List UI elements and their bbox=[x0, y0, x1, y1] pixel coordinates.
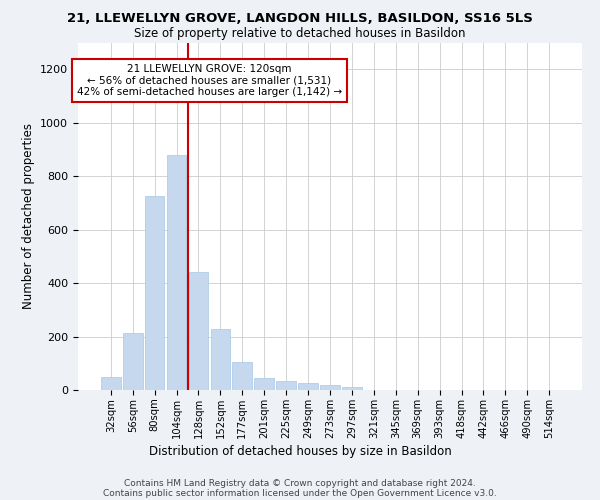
Y-axis label: Number of detached properties: Number of detached properties bbox=[22, 123, 35, 309]
Bar bbox=[123, 332, 143, 390]
Bar bbox=[298, 384, 318, 390]
Text: Contains HM Land Registry data © Crown copyright and database right 2024.: Contains HM Land Registry data © Crown c… bbox=[124, 478, 476, 488]
Bar bbox=[101, 376, 121, 390]
Text: 21, LLEWELLYN GROVE, LANGDON HILLS, BASILDON, SS16 5LS: 21, LLEWELLYN GROVE, LANGDON HILLS, BASI… bbox=[67, 12, 533, 26]
Text: Contains public sector information licensed under the Open Government Licence v3: Contains public sector information licen… bbox=[103, 488, 497, 498]
Text: Distribution of detached houses by size in Basildon: Distribution of detached houses by size … bbox=[149, 444, 451, 458]
Bar bbox=[211, 328, 230, 390]
Bar bbox=[145, 196, 164, 390]
Bar bbox=[188, 272, 208, 390]
Bar bbox=[342, 388, 362, 390]
Text: 21 LLEWELLYN GROVE: 120sqm
← 56% of detached houses are smaller (1,531)
42% of s: 21 LLEWELLYN GROVE: 120sqm ← 56% of deta… bbox=[77, 64, 342, 97]
Bar bbox=[276, 380, 296, 390]
Text: Size of property relative to detached houses in Basildon: Size of property relative to detached ho… bbox=[134, 28, 466, 40]
Bar bbox=[320, 384, 340, 390]
Bar bbox=[167, 155, 187, 390]
Bar bbox=[232, 362, 252, 390]
Bar bbox=[254, 378, 274, 390]
